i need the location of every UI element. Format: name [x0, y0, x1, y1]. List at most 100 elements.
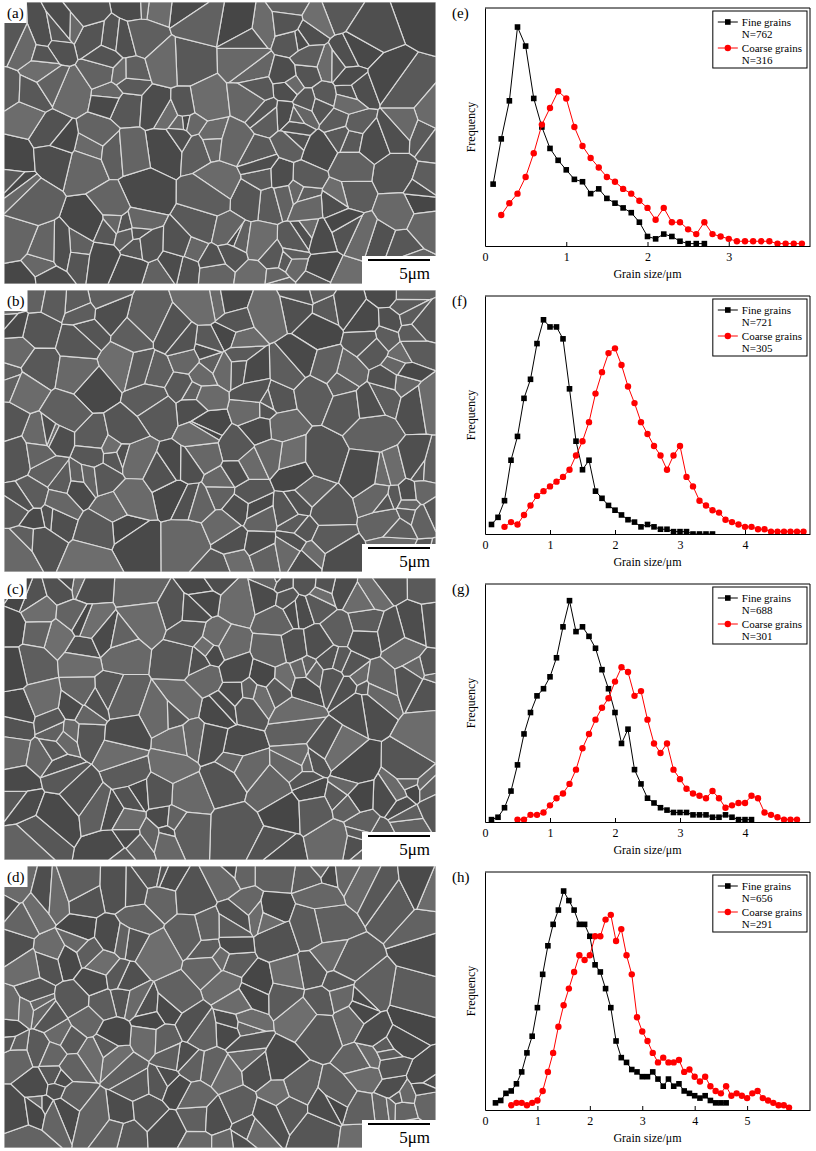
data-point	[554, 655, 560, 661]
data-point	[645, 234, 651, 240]
data-point	[755, 526, 761, 532]
micrograph-grain	[355, 681, 369, 695]
data-point	[527, 812, 533, 818]
x-tick: 3	[726, 242, 732, 264]
x-tick-mark	[537, 1106, 538, 1110]
data-point	[540, 972, 546, 978]
micrograph-grain	[4, 134, 35, 172]
legend-box	[713, 587, 807, 644]
micrograph-grain	[231, 1130, 257, 1148]
micrograph-grain	[140, 84, 171, 131]
data-point	[577, 922, 583, 928]
legend-label: Fine grainsN=688	[742, 592, 791, 616]
data-point	[554, 324, 560, 330]
data-point	[541, 317, 547, 323]
x-tick: 2	[645, 242, 651, 264]
x-tick-label: 4	[743, 826, 749, 840]
micrograph-grain	[106, 1089, 135, 1123]
micrograph-grain	[357, 338, 388, 370]
x-axis-line	[486, 246, 811, 247]
micrograph-grain	[88, 1120, 123, 1148]
data-point	[697, 531, 703, 534]
plot-area	[490, 24, 805, 246]
data-point	[553, 795, 559, 801]
data-point	[581, 957, 587, 963]
micrograph-grain	[411, 1083, 436, 1096]
x-axis: 0123	[483, 242, 811, 264]
scale-bar-label: 5μm	[399, 840, 430, 859]
data-point	[507, 98, 513, 104]
micrograph-grain	[397, 779, 418, 790]
chart: 01234Grain size/μmFrequency(f)Fine grain…	[452, 293, 811, 569]
data-point	[709, 231, 715, 237]
data-point	[729, 519, 735, 525]
micrograph-grain	[272, 12, 303, 37]
x-tick: 4	[743, 530, 749, 552]
data-point	[599, 369, 605, 375]
data-point	[671, 810, 677, 816]
data-point	[768, 812, 774, 818]
data-point	[661, 231, 667, 237]
data-point	[749, 817, 755, 822]
data-point	[556, 907, 562, 913]
micrograph-grain	[18, 997, 33, 1029]
micrograph-grain	[4, 290, 25, 309]
micrograph-grain	[396, 290, 436, 300]
micrograph-grain	[4, 948, 40, 986]
data-point	[684, 529, 690, 534]
micrograph-grain	[266, 678, 292, 708]
plot-frame	[485, 8, 810, 9]
micrograph-background	[4, 2, 436, 284]
data-point	[560, 624, 566, 630]
data-point	[527, 502, 533, 508]
micrograph-grain	[157, 438, 181, 480]
data-point	[592, 716, 598, 722]
data-point	[632, 767, 638, 773]
data-point	[774, 528, 780, 534]
micrograph-grain	[257, 792, 300, 834]
micrograph-background	[4, 578, 436, 860]
data-point	[742, 800, 748, 806]
micrograph-grain	[266, 1033, 310, 1080]
data-point	[677, 219, 683, 225]
data-point	[599, 705, 605, 711]
scale-bar	[368, 1123, 430, 1125]
micrograph-grain	[35, 266, 76, 284]
data-point	[681, 1088, 687, 1094]
data-point	[774, 814, 780, 820]
legend-box	[713, 875, 807, 932]
data-point	[644, 431, 650, 437]
data-point	[729, 814, 735, 820]
micrograph-grain	[287, 195, 323, 221]
x-tick-label: 3	[678, 538, 684, 552]
micrograph-grain	[332, 50, 346, 83]
micrograph-grain	[407, 211, 436, 254]
micrograph-grain	[332, 578, 358, 610]
panel-label-background	[4, 2, 27, 23]
micrograph-grain	[125, 348, 155, 391]
data-point	[502, 805, 508, 811]
data-point	[761, 526, 767, 532]
legend-marker	[725, 45, 731, 51]
data-point	[547, 105, 553, 111]
micrograph-grain	[41, 2, 70, 39]
micrograph-grain	[398, 362, 436, 381]
x-axis-line	[486, 822, 811, 823]
micrograph-grain	[299, 796, 333, 837]
legend: Fine grainsN=762Coarse grainsN=316	[713, 11, 807, 68]
data-point	[531, 150, 537, 156]
data-point	[702, 1093, 708, 1099]
plot-frame	[485, 872, 810, 873]
micrograph-grain	[286, 259, 309, 282]
data-point	[661, 205, 667, 211]
data-point	[522, 174, 528, 180]
micrograph-grain	[112, 786, 145, 811]
x-tick-label: 4	[743, 538, 749, 552]
data-point	[677, 529, 683, 534]
data-point	[618, 1055, 624, 1061]
micrograph-grain	[219, 116, 254, 167]
data-point	[625, 383, 631, 389]
data-point	[502, 498, 508, 504]
data-point	[684, 810, 690, 816]
data-point	[523, 43, 529, 49]
